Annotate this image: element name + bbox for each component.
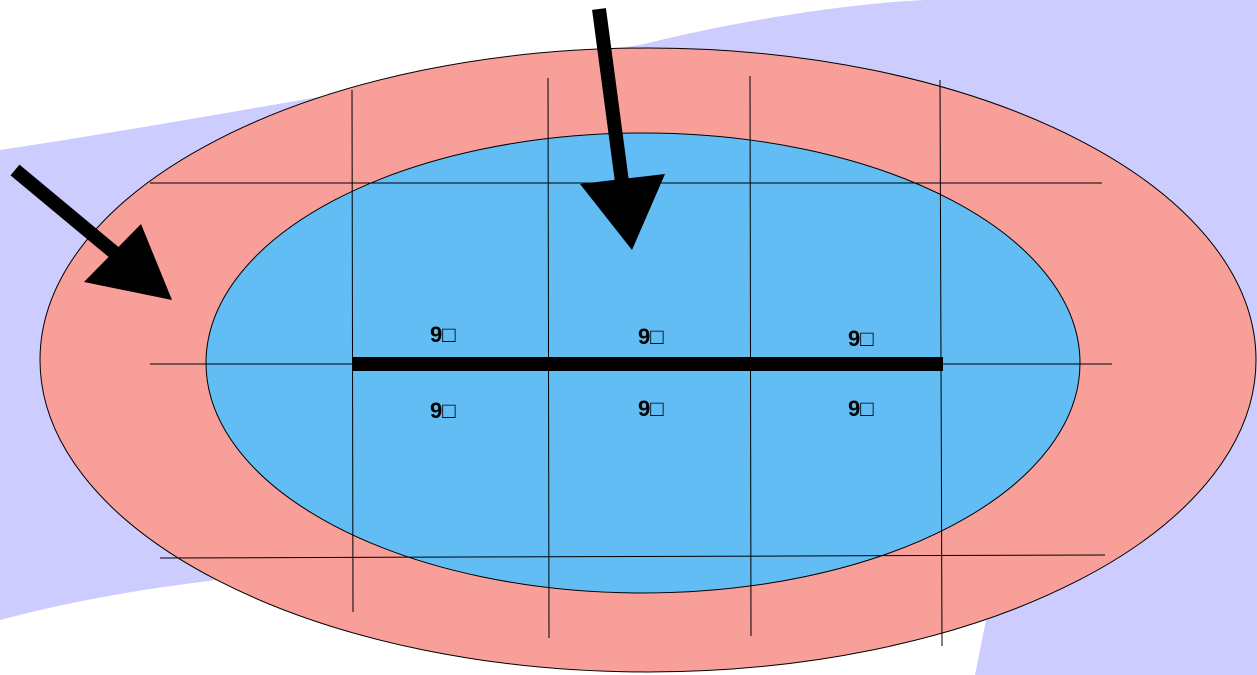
arrow-top-down — [580, 8, 665, 250]
label-lower-left: 9□ — [430, 398, 456, 423]
label-upper-right: 9□ — [848, 326, 874, 351]
center-bar — [353, 357, 943, 371]
background-white-left — [0, 0, 925, 150]
arrow-left-head — [84, 224, 172, 300]
label-lower-center: 9□ — [638, 396, 664, 421]
grid-vertical-1 — [351, 89, 354, 613]
label-lower-right: 9□ — [848, 396, 874, 421]
arrow-left-diagonal — [10, 164, 172, 300]
grid-horizontal-bottom — [159, 554, 1106, 559]
label-upper-center: 9□ — [638, 324, 664, 349]
arrow-top-head — [580, 174, 665, 250]
arrow-top-shaft — [592, 8, 629, 183]
arrow-left-shaft — [10, 164, 127, 265]
grid-vertical-3 — [749, 75, 752, 637]
label-upper-left: 9□ — [430, 322, 456, 347]
